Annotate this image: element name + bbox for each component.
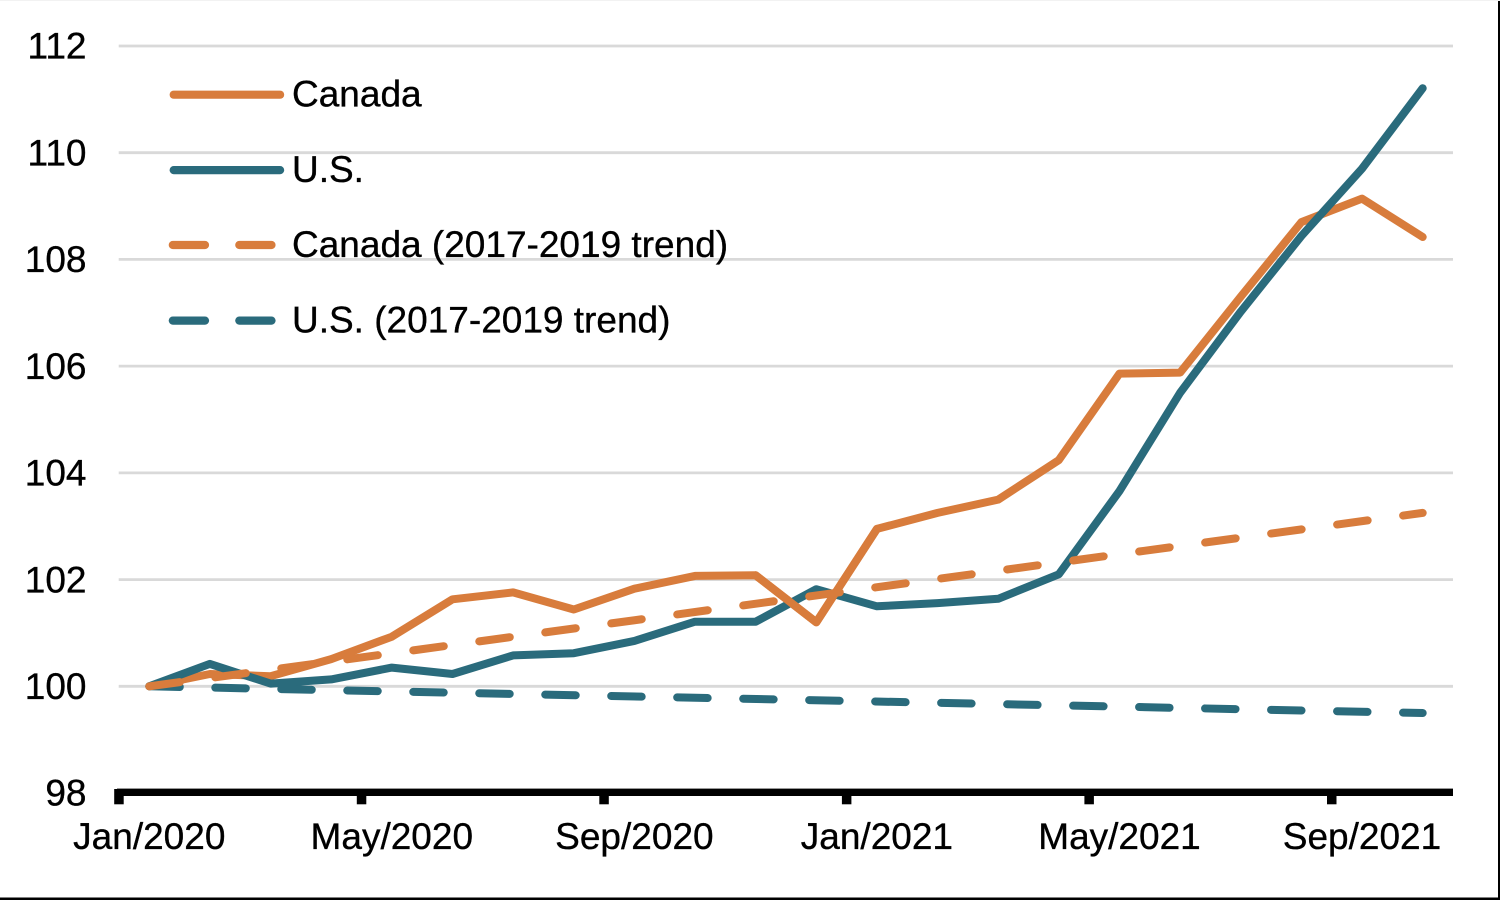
svg-text:Jan/2021: Jan/2021 (801, 816, 953, 857)
svg-text:104: 104 (25, 453, 87, 494)
svg-text:May/2021: May/2021 (1038, 816, 1201, 857)
svg-text:Jan/2020: Jan/2020 (73, 816, 225, 857)
svg-text:110: 110 (28, 132, 87, 173)
svg-text:106: 106 (25, 346, 87, 387)
svg-text:102: 102 (25, 559, 87, 600)
svg-text:112: 112 (28, 26, 87, 67)
svg-text:Sep/2021: Sep/2021 (1283, 816, 1441, 857)
svg-text:May/2020: May/2020 (311, 816, 474, 857)
svg-text:Canada (2017-2019 trend): Canada (2017-2019 trend) (292, 224, 728, 265)
svg-text:U.S. (2017-2019 trend): U.S. (2017-2019 trend) (292, 299, 670, 340)
svg-text:U.S.: U.S. (292, 149, 364, 190)
svg-text:100: 100 (25, 666, 87, 707)
svg-text:Sep/2020: Sep/2020 (555, 816, 713, 857)
svg-text:108: 108 (25, 239, 87, 280)
svg-text:Canada: Canada (292, 74, 422, 115)
svg-text:98: 98 (45, 773, 86, 814)
